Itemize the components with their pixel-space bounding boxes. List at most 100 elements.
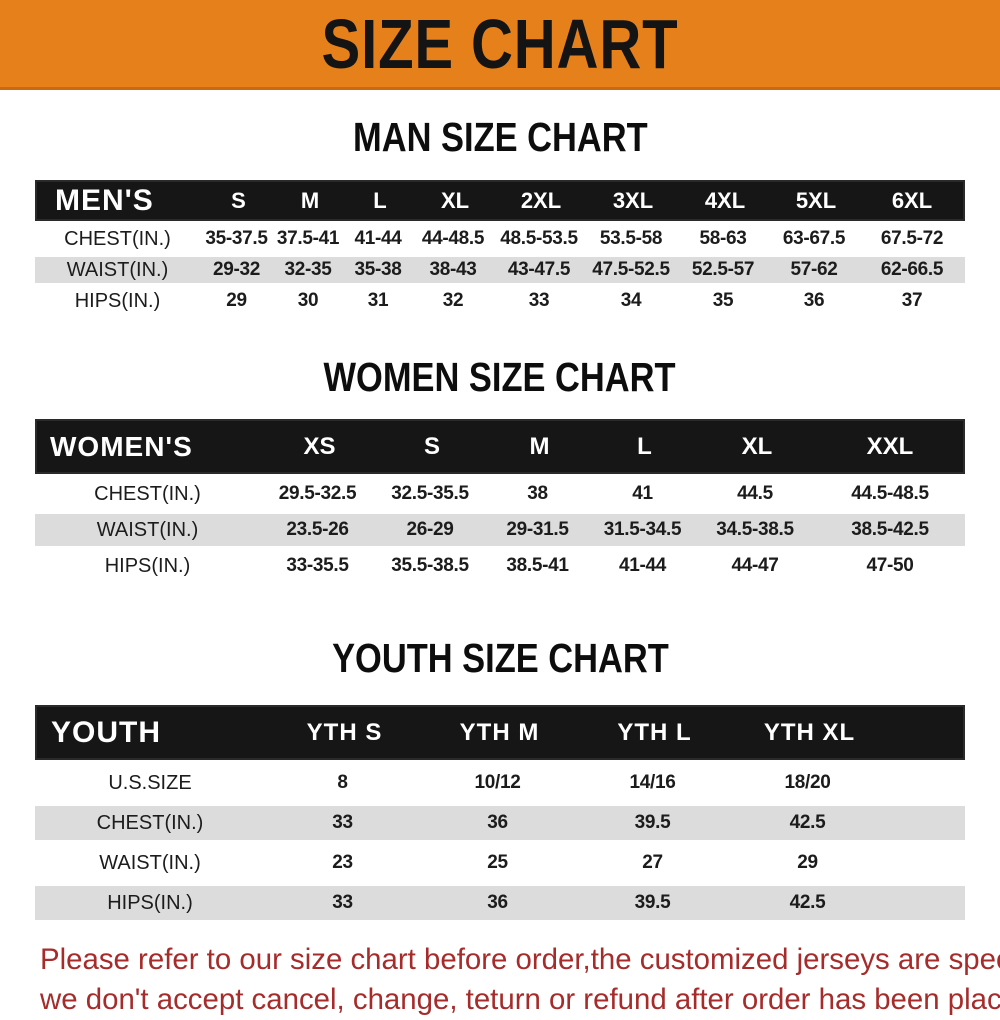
cell-value: 23 xyxy=(332,852,353,873)
cell-value: 33 xyxy=(528,290,550,311)
cell-value: 62-66.5 xyxy=(880,259,944,280)
cell-value: 42.5 xyxy=(789,812,826,833)
column-header: XL xyxy=(440,187,470,213)
cell-value: 67.5-72 xyxy=(880,228,944,249)
cell-value: 26-29 xyxy=(406,519,454,540)
column-header: YTH XL xyxy=(763,718,856,746)
row-label: U.S.SIZE xyxy=(108,771,192,794)
cell-value: 44-48.5 xyxy=(421,228,485,249)
cell-value: 35 xyxy=(712,290,734,311)
cell-value: 37.5-41 xyxy=(276,228,340,249)
column-header: 4XL xyxy=(704,187,746,213)
cell-value: 33-35.5 xyxy=(286,555,349,576)
column-header: YTH S xyxy=(306,718,383,746)
column-header: M xyxy=(529,432,550,460)
cell-value: 44.5 xyxy=(737,483,773,504)
table-row: WAIST(IN.) 23 25 27 29 xyxy=(35,846,965,880)
column-header: 5XL xyxy=(795,187,837,213)
cell-value: 32.5-35.5 xyxy=(391,483,469,504)
cell-value: 34.5-38.5 xyxy=(716,519,794,540)
youth-table-header-row: YOUTH YTH S YTH M YTH L YTH XL xyxy=(35,705,965,760)
order-notice-line-1: Please refer to our size chart before or… xyxy=(40,943,1000,976)
youth-table-title: YOUTH xyxy=(51,715,161,749)
men-table-header-row: MEN'S S M L XL 2XL 3XL 4XL 5XL 6XL xyxy=(35,180,965,221)
youth-section-heading: YOUTH SIZE CHART xyxy=(0,638,1000,679)
order-notice: Please refer to our size chart before or… xyxy=(0,940,1000,1020)
cell-value: 34 xyxy=(620,290,642,311)
table-row: HIPS(IN.) 33 36 39.5 42.5 xyxy=(35,886,965,920)
cell-value: 27 xyxy=(642,852,663,873)
cell-value: 48.5-53.5 xyxy=(500,228,578,249)
cell-value: 39.5 xyxy=(634,892,671,913)
cell-value: 32-35 xyxy=(284,259,332,280)
column-header: S xyxy=(423,432,440,460)
row-label: WAIST(IN.) xyxy=(96,518,199,541)
cell-value: 42.5 xyxy=(789,892,826,913)
cell-value: 47-50 xyxy=(866,555,914,576)
cell-value: 33 xyxy=(332,892,353,913)
column-header: 2XL xyxy=(520,187,562,213)
column-header: M xyxy=(300,187,320,213)
table-row: CHEST(IN.) 35-37.5 37.5-41 41-44 44-48.5 48.5… xyxy=(35,226,965,252)
cell-value: 29.5-32.5 xyxy=(278,483,357,504)
table-row: U.S.SIZE 8 10/12 14/16 18/20 xyxy=(35,766,965,800)
table-row: WAIST(IN.) 23.5-26 26-29 29-31.5 31.5-34.5 34… xyxy=(35,514,965,546)
cell-value: 35.5-38.5 xyxy=(391,555,469,576)
men-section-heading: MAN SIZE CHART xyxy=(0,117,1000,158)
row-label: HIPS(IN.) xyxy=(74,289,161,312)
row-label: CHEST(IN.) xyxy=(64,227,171,250)
cell-value: 10/12 xyxy=(474,772,521,793)
men-section-heading-text: MAN SIZE CHART xyxy=(352,114,648,160)
cell-value: 23.5-26 xyxy=(286,519,349,540)
banner-title: SIZE CHART xyxy=(321,4,679,83)
men-size-table: MEN'S S M L XL 2XL 3XL 4XL 5XL 6XL CHEST(IN.) 35-37… xyxy=(35,180,965,314)
cell-value: 63-67.5 xyxy=(782,228,846,249)
table-row: CHEST(IN.) 33 36 39.5 42.5 xyxy=(35,806,965,840)
table-row: WAIST(IN.) 29-32 32-35 35-38 38-43 43-47.5 47.… xyxy=(35,257,965,283)
cell-value: 33 xyxy=(332,812,353,833)
cell-value: 41-44 xyxy=(618,555,667,576)
cell-value: 36 xyxy=(487,892,508,913)
row-label: HIPS(IN.) xyxy=(107,891,193,914)
cell-value: 58-63 xyxy=(699,228,747,249)
column-header: YTH L xyxy=(617,718,692,746)
column-header: YTH M xyxy=(459,718,540,746)
cell-value: 35-38 xyxy=(354,259,402,280)
youth-size-table: YOUTH YTH S YTH M YTH L YTH XL U.S.SIZE 8 10/12… xyxy=(35,705,965,920)
cell-value: 44.5-48.5 xyxy=(851,483,929,504)
cell-value: 36 xyxy=(803,290,825,311)
cell-value: 53.5-58 xyxy=(599,228,663,249)
women-table-header-row: WOMEN'S XS S M L XL XXL xyxy=(35,419,965,474)
cell-value: 39.5 xyxy=(634,812,671,833)
size-chart-banner: SIZE CHART xyxy=(0,0,1000,90)
cell-value: 41-44 xyxy=(354,228,402,249)
cell-value: 38.5-41 xyxy=(506,555,569,576)
column-header: 6XL xyxy=(891,187,933,213)
women-table-title: WOMEN'S xyxy=(50,430,193,462)
column-header: XS xyxy=(303,432,336,460)
cell-value: 29-31.5 xyxy=(506,519,569,540)
column-header: L xyxy=(637,432,652,460)
cell-value: 8 xyxy=(337,772,348,793)
cell-value: 38.5-42.5 xyxy=(851,519,929,540)
cell-value: 29-32 xyxy=(212,259,261,280)
cell-value: 36 xyxy=(487,812,508,833)
cell-value: 35-37.5 xyxy=(205,228,268,249)
cell-value: 38 xyxy=(527,483,548,504)
row-label: HIPS(IN.) xyxy=(104,554,191,577)
cell-value: 14/16 xyxy=(629,772,676,793)
cell-value: 38-43 xyxy=(429,259,477,280)
cell-value: 31 xyxy=(367,290,389,311)
cell-value: 25 xyxy=(487,852,508,873)
cell-value: 52.5-57 xyxy=(691,259,755,280)
row-label: WAIST(IN.) xyxy=(99,851,201,874)
cell-value: 37 xyxy=(901,290,923,311)
women-section-heading-text: WOMEN SIZE CHART xyxy=(323,354,677,400)
table-row: HIPS(IN.) 29 30 31 32 33 34 35 36 37 xyxy=(35,288,965,314)
men-table-title: MEN'S xyxy=(55,183,154,217)
row-label: WAIST(IN.) xyxy=(66,258,169,281)
cell-value: 47.5-52.5 xyxy=(592,259,670,280)
row-label: CHEST(IN.) xyxy=(96,811,204,834)
cell-value: 41 xyxy=(632,483,653,504)
cell-value: 29 xyxy=(797,852,818,873)
